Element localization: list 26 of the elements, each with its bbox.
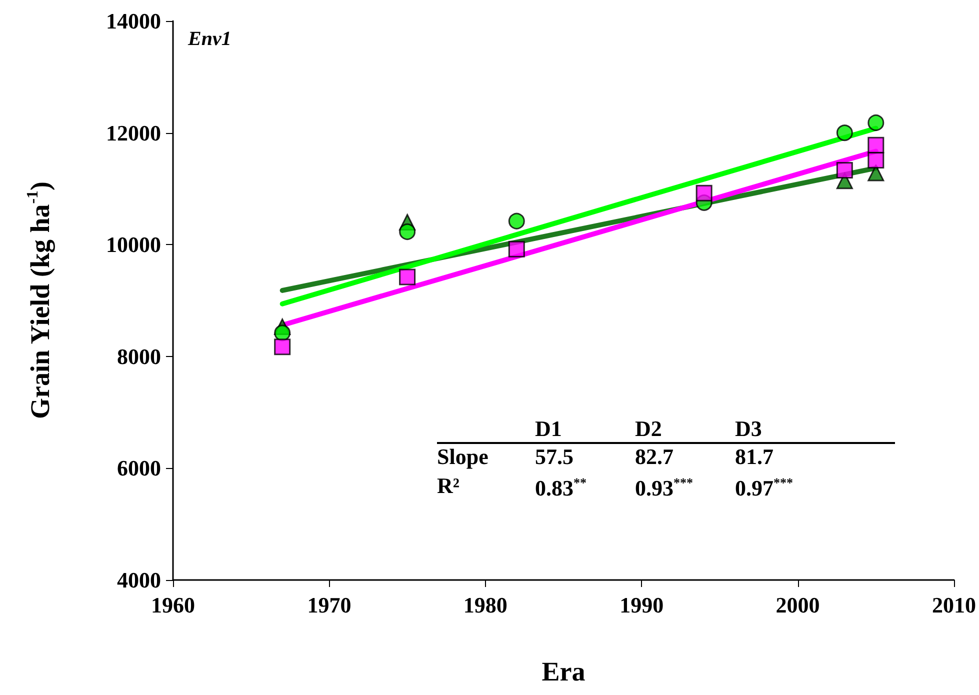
annotation: 0.83$^{**}$ (535, 474, 588, 502)
y-tick-label: 4000 (117, 568, 161, 592)
x-tick-label: 1970 (307, 592, 352, 618)
x-tick-label: 1960 (151, 592, 195, 618)
x-axis-title: Era (542, 656, 586, 686)
y-tick-label: 14000 (106, 8, 161, 34)
annotation: 57.5 (535, 443, 574, 470)
annotation: D3 (735, 416, 895, 443)
annotation: Env1 (188, 28, 232, 51)
annotation: R² (437, 472, 460, 500)
annotation: 82.7 (635, 443, 674, 470)
annotation: D2 (635, 416, 735, 443)
x-tick-label: 1980 (463, 592, 508, 618)
x-tick-label: 2000 (776, 592, 820, 618)
annotation: D1 (535, 416, 635, 443)
annotation: Slope (437, 443, 490, 470)
x-tick-label: 1990 (620, 592, 664, 618)
annotation: 0.97$^{***}$ (735, 474, 794, 502)
x-tick-label: 2010 (932, 592, 976, 618)
y-tick-label: 6000 (117, 456, 161, 481)
y-tick-label: 10000 (106, 232, 161, 258)
y-axis-title: Grain Yield (kg ha-1) (24, 181, 55, 420)
y-tick-label: 12000 (106, 120, 161, 146)
annotation: 81.7 (735, 443, 774, 470)
annotation: 0.93$^{***}$ (635, 474, 694, 502)
y-tick-label: 8000 (117, 344, 161, 369)
